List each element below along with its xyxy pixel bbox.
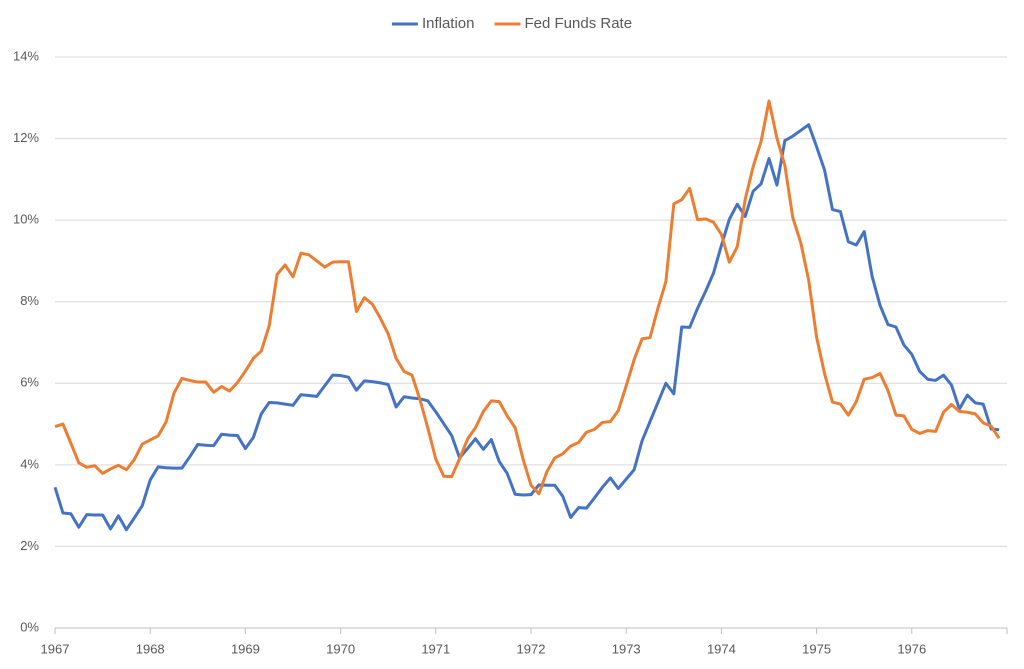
y-tick-label: 8% xyxy=(20,293,39,308)
legend-label: Fed Funds Rate xyxy=(524,15,632,32)
y-tick-label: 0% xyxy=(20,619,39,634)
x-tick-label: 1971 xyxy=(421,641,450,656)
x-tick-label: 1974 xyxy=(707,641,736,656)
x-tick-label: 1969 xyxy=(231,641,260,656)
legend-label: Inflation xyxy=(422,15,475,32)
legend: Inflation Fed Funds Rate xyxy=(391,15,632,32)
x-tick-label: 1968 xyxy=(136,641,165,656)
series-line xyxy=(53,123,1000,532)
y-tick-label: 14% xyxy=(13,48,39,63)
y-tick-label: 2% xyxy=(20,538,39,553)
x-tick-label: 1973 xyxy=(612,641,641,656)
x-tick-label: 1970 xyxy=(326,641,355,656)
series-line xyxy=(54,99,1001,496)
x-tick-label: 1975 xyxy=(802,641,831,656)
y-tick-label: 4% xyxy=(20,456,39,471)
x-tick-label: 1976 xyxy=(897,641,926,656)
x-tick-label: 1967 xyxy=(41,641,70,656)
y-tick-label: 6% xyxy=(20,375,39,390)
y-tick-label: 12% xyxy=(13,130,39,145)
y-tick-label: 10% xyxy=(13,212,39,227)
x-tick-label: 1972 xyxy=(517,641,546,656)
